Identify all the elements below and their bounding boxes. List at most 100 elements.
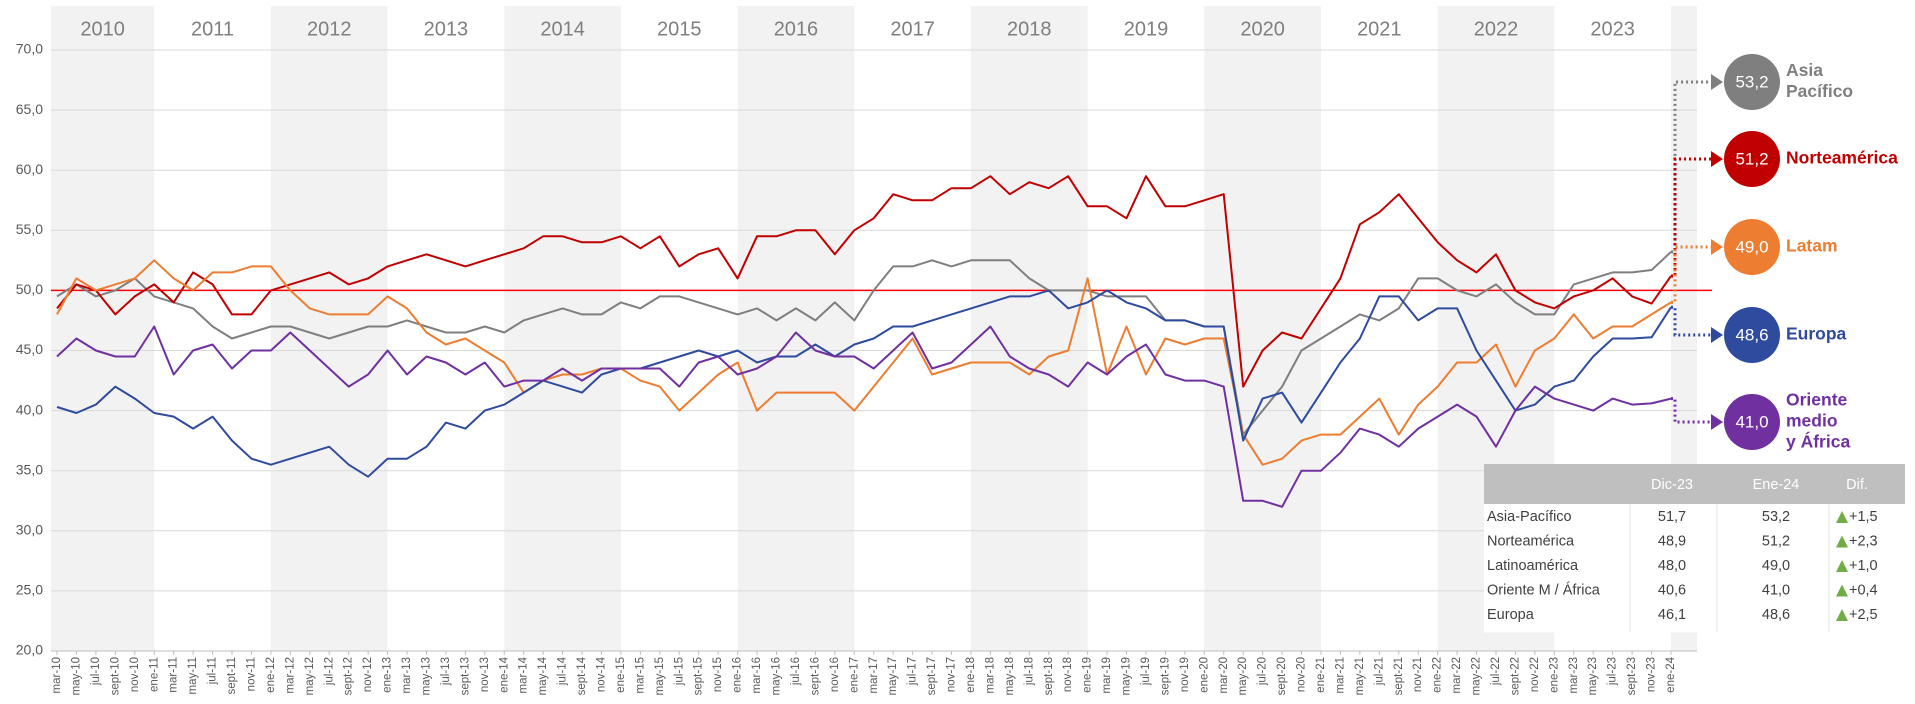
x-tick-label: may-23 xyxy=(1587,657,1599,695)
year-label: 2017 xyxy=(890,18,935,40)
y-tick-label: 45,0 xyxy=(16,341,43,357)
x-tick-label: mar-19 xyxy=(1101,657,1113,693)
x-tick-label: sept-18 xyxy=(1043,657,1055,695)
table-column-header: Dif. xyxy=(1846,477,1868,493)
x-tick-label: sept-17 xyxy=(926,657,938,695)
table-cell: 48,0 xyxy=(1658,558,1686,574)
end-bubble xyxy=(1724,131,1780,187)
x-tick-label: ene-16 xyxy=(732,657,744,693)
y-tick-label: 70,0 xyxy=(16,41,43,57)
end-value-label: 51,2 xyxy=(1735,149,1768,168)
x-tick-label: may-12 xyxy=(304,657,316,695)
x-tick-label: may-15 xyxy=(654,657,666,695)
end-bubble xyxy=(1724,394,1780,450)
x-tick-label: may-10 xyxy=(70,657,82,695)
table-cell: 51,7 xyxy=(1658,509,1686,525)
x-tick-label: ene-21 xyxy=(1315,657,1327,693)
y-tick-label: 25,0 xyxy=(16,582,43,598)
x-tick-label: nov-18 xyxy=(1062,657,1074,692)
year-label: 2011 xyxy=(191,18,234,40)
year-band xyxy=(737,6,855,651)
table-cell: Asia-Pacífico xyxy=(1487,509,1572,525)
x-tick-label: jul-23 xyxy=(1607,657,1619,686)
end-bubble xyxy=(1724,307,1780,363)
table-cell: Norteamérica xyxy=(1487,533,1575,549)
table-cell: 53,2 xyxy=(1762,509,1790,525)
x-tick-label: jul-19 xyxy=(1140,657,1152,686)
x-tick-label: nov-22 xyxy=(1529,657,1541,692)
x-tick-label: sept-23 xyxy=(1626,657,1638,695)
x-tick-label: jul-14 xyxy=(557,656,569,686)
x-tick-label: nov-23 xyxy=(1646,657,1658,692)
x-tick-label: ene-18 xyxy=(965,657,977,693)
x-tick-label: nov-19 xyxy=(1179,657,1191,692)
end-value-label: 48,6 xyxy=(1735,325,1768,344)
x-tick-label: nov-12 xyxy=(362,657,374,692)
y-tick-label: 50,0 xyxy=(16,281,43,297)
x-tick-label: sept-21 xyxy=(1393,657,1405,695)
series-line xyxy=(56,289,1672,478)
table-cell: Europa xyxy=(1487,607,1535,623)
x-tick-label: mar-12 xyxy=(284,657,296,693)
x-tick-label: may-17 xyxy=(887,657,899,695)
x-tick-label: nov-16 xyxy=(829,657,841,692)
end-bubble xyxy=(1724,54,1780,110)
up-triangle-icon xyxy=(1836,584,1848,597)
x-tick-label: mar-18 xyxy=(984,657,996,693)
x-tick-label: ene-13 xyxy=(382,657,394,693)
leader-line xyxy=(1671,80,1712,254)
table-cell: 48,9 xyxy=(1658,533,1686,549)
x-tick-label: jul-10 xyxy=(90,657,102,686)
table-cell: +2,3 xyxy=(1849,533,1878,549)
year-label: 2010 xyxy=(80,18,125,40)
end-value-label: 49,0 xyxy=(1735,237,1768,256)
x-tick-label: jul-22 xyxy=(1490,657,1502,686)
y-tick-label: 65,0 xyxy=(16,101,43,117)
legend-label: Norteamérica xyxy=(1786,148,1898,168)
x-tick-label: nov-20 xyxy=(1296,657,1308,692)
year-label: 2015 xyxy=(657,18,702,40)
legend-label: y África xyxy=(1786,431,1850,452)
legend-label: Asia xyxy=(1786,60,1823,80)
x-tick-label: ene-17 xyxy=(848,657,860,693)
series-line xyxy=(56,325,1672,508)
legend-label: Europa xyxy=(1786,324,1847,344)
x-tick-label: jul-12 xyxy=(323,657,335,686)
year-band xyxy=(970,6,1088,651)
up-triangle-icon xyxy=(1836,560,1848,572)
leader-arrow xyxy=(1711,239,1723,255)
x-tick-label: mar-21 xyxy=(1334,657,1346,693)
x-tick-label: ene-24 xyxy=(1665,656,1677,692)
table-cell: 41,0 xyxy=(1762,582,1790,598)
leader-arrow xyxy=(1711,414,1723,430)
x-tick-label: sept-11 xyxy=(226,657,238,695)
year-label: 2023 xyxy=(1590,18,1635,40)
table-column-header: Ene-24 xyxy=(1753,477,1800,493)
x-tick-label: mar-16 xyxy=(751,657,763,693)
table-cell: +2,5 xyxy=(1849,607,1878,623)
y-tick-label: 40,0 xyxy=(16,401,43,417)
x-tick-label: nov-14 xyxy=(596,656,608,692)
leader-line xyxy=(1671,157,1712,278)
x-tick-label: ene-23 xyxy=(1548,657,1560,693)
x-tick-label: jul-21 xyxy=(1373,657,1385,686)
table-cell: +0,4 xyxy=(1849,582,1878,598)
y-tick-label: 30,0 xyxy=(16,522,43,538)
x-tick-label: may-13 xyxy=(421,657,433,695)
leader-arrow xyxy=(1711,151,1723,167)
x-tick-label: may-19 xyxy=(1121,657,1133,695)
table-cell: Oriente M / África xyxy=(1487,581,1601,598)
x-tick-label: sept-20 xyxy=(1276,657,1288,695)
end-value-label: 41,0 xyxy=(1735,412,1768,431)
x-tick-label: mar-14 xyxy=(518,656,530,693)
x-tick-label: sept-16 xyxy=(809,657,821,695)
x-tick-label: mar-17 xyxy=(868,657,880,693)
table-cell: +1,5 xyxy=(1849,509,1878,525)
up-triangle-icon xyxy=(1836,535,1848,548)
x-tick-label: nov-15 xyxy=(712,657,724,692)
x-tick-label: ene-22 xyxy=(1432,657,1444,693)
legend-label: Latam xyxy=(1786,236,1838,256)
table-cell: Latinoamérica xyxy=(1487,558,1579,574)
x-tick-label: jul-20 xyxy=(1257,657,1269,686)
x-tick-label: mar-13 xyxy=(401,657,413,693)
